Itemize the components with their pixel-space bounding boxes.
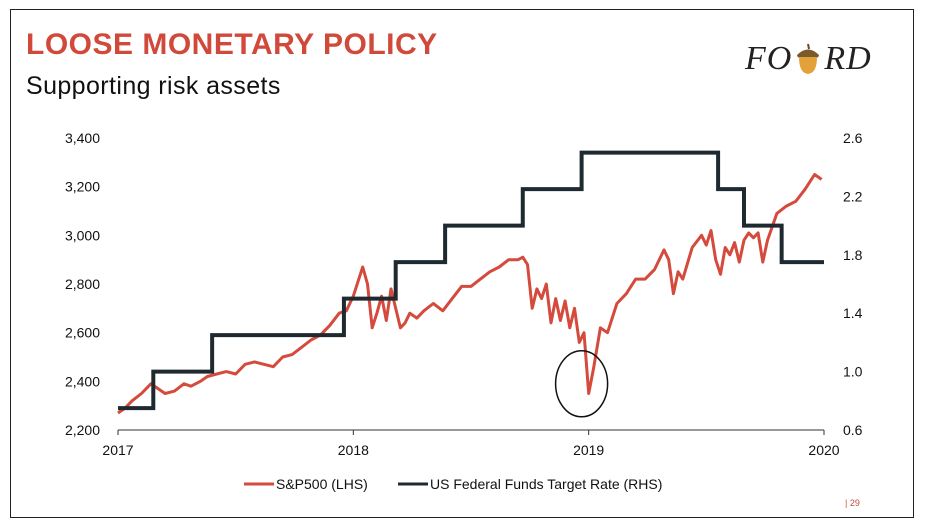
y-right-tick-label: 2.2	[843, 188, 863, 204]
y-left-tick-label: 2,800	[65, 276, 100, 292]
x-tick-label: 2020	[808, 442, 839, 458]
x-tick-label: 2018	[338, 442, 369, 458]
y-left-tick-label: 2,600	[65, 325, 100, 341]
y-right-tick-label: 0.6	[843, 422, 863, 438]
logo-text-left: FO	[745, 40, 793, 77]
sp500-line	[117, 173, 823, 415]
y-right-tick-label: 2.6	[843, 130, 863, 146]
y-left-tick-label: 2,400	[65, 373, 100, 389]
x-tick-label: 2017	[102, 442, 133, 458]
y-left-tick-label: 3,200	[65, 179, 100, 195]
legend-label-sp500: S&P500 (LHS)	[276, 476, 368, 492]
slide-subtitle: Supporting risk assets	[26, 72, 281, 100]
slide-frame	[10, 9, 914, 518]
acorn-icon	[797, 43, 820, 74]
page-number: | 29	[845, 498, 860, 508]
y-left-tick-label: 2,200	[65, 422, 100, 438]
slide-title: LOOSE MONETARY POLICY	[26, 28, 438, 61]
fed-funds-rate-line	[118, 150, 824, 411]
brand-logo: FO RD	[745, 40, 872, 78]
x-tick-label: 2019	[573, 442, 604, 458]
trough-annotation-circle	[554, 350, 609, 418]
logo-text-right: RD	[824, 40, 872, 77]
legend-label-fed: US Federal Funds Target Rate (RHS)	[430, 476, 662, 492]
y-left-tick-label: 3,000	[65, 227, 100, 243]
y-right-tick-label: 1.4	[843, 305, 863, 321]
y-right-tick-label: 1.0	[843, 364, 863, 380]
y-right-tick-label: 1.8	[843, 247, 863, 263]
y-left-tick-label: 3,400	[65, 130, 100, 146]
